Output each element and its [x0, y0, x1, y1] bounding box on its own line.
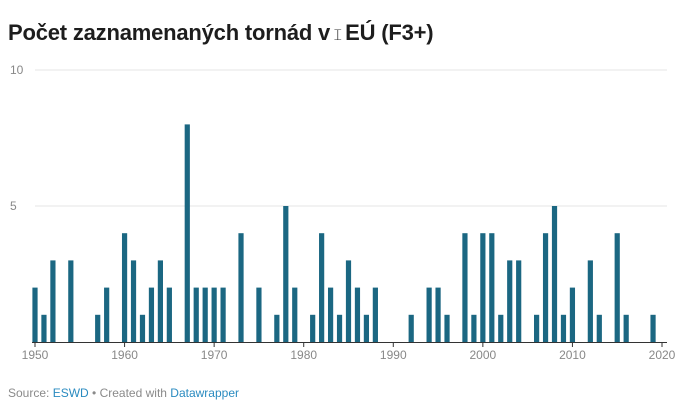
bar-1960 — [121, 233, 128, 342]
bar-1982 — [319, 233, 325, 342]
bar-2001 — [489, 233, 495, 342]
bar-1969 — [202, 287, 208, 342]
source-label: Source: — [8, 386, 50, 400]
bar-2007 — [542, 233, 549, 342]
bar-1975 — [256, 287, 262, 342]
bar-1967 — [184, 124, 190, 343]
bar-1996 — [444, 314, 450, 342]
bar-2013 — [596, 314, 602, 342]
bar-1951 — [41, 314, 47, 342]
chart-title: Počet zaznamenaných tornád v 𝙸EÚ (F3+) — [8, 20, 434, 46]
bar-2003 — [507, 260, 513, 342]
bar-1952 — [50, 260, 56, 342]
bar-1984 — [336, 314, 343, 342]
x-tick-label: 1950 — [22, 348, 49, 362]
bar-2012 — [587, 260, 593, 342]
chart-title-text-end: EÚ (F3+) — [345, 20, 434, 45]
axis-layer: 5 10 1950 1960 1970 1980 1990 2000 2010 2020 — [10, 63, 676, 362]
bar-1983 — [327, 287, 334, 342]
bar-1963 — [148, 287, 155, 342]
x-tick-label: 1980 — [290, 348, 317, 362]
bar-2000 — [480, 233, 486, 342]
chart-title-text: Počet zaznamenaných tornád v — [8, 20, 331, 45]
bar-1958 — [104, 287, 110, 342]
bar-1962 — [139, 314, 146, 342]
chart-footer: Source: ESWD • Created with Datawrapper — [8, 386, 239, 400]
x-tick-label: 2010 — [559, 348, 586, 362]
datawrapper-link[interactable]: Datawrapper — [170, 386, 239, 400]
source-link[interactable]: ESWD — [52, 386, 89, 400]
x-tick-label: 1970 — [201, 348, 228, 362]
bar-1978 — [283, 206, 289, 342]
bar-1950 — [32, 287, 38, 342]
bar-1988 — [372, 287, 378, 342]
bar-1986 — [354, 287, 361, 342]
bar-2015 — [614, 233, 620, 342]
x-tick-label: 1990 — [380, 348, 407, 362]
bar-2002 — [498, 314, 504, 342]
bar-1973 — [238, 233, 244, 342]
bars-layer — [32, 124, 656, 343]
x-tick-label: 1960 — [111, 348, 138, 362]
bar-2010 — [569, 287, 576, 342]
bar-1979 — [292, 287, 298, 342]
bar-1994 — [426, 287, 432, 342]
bar-2006 — [534, 314, 540, 342]
bar-2009 — [560, 314, 567, 342]
bar-chart: 5 10 1950 1960 1970 1980 1990 2000 2010 2020 — [10, 63, 676, 362]
bar-1965 — [166, 287, 172, 342]
bar-1977 — [274, 314, 280, 342]
bar-1995 — [435, 287, 441, 342]
bar-1971 — [220, 287, 226, 342]
bar-1964 — [157, 260, 163, 342]
bar-2008 — [551, 206, 558, 342]
bar-1957 — [95, 314, 101, 342]
bar-1999 — [471, 314, 477, 342]
bar-1981 — [310, 314, 316, 342]
bar-2019 — [650, 314, 656, 342]
bar-1992 — [408, 314, 414, 342]
bar-1998 — [462, 233, 468, 342]
bar-1954 — [68, 260, 74, 342]
text-cursor-icon: 𝙸 — [332, 27, 344, 44]
grid-layer — [35, 69, 667, 207]
y-tick-label: 10 — [10, 63, 24, 77]
y-tick-label: 5 — [10, 199, 17, 213]
x-tick-label: 2000 — [470, 348, 497, 362]
bar-1985 — [345, 260, 352, 342]
bar-1961 — [130, 260, 137, 342]
x-tick-label: 2020 — [649, 348, 676, 362]
bar-1970 — [211, 287, 217, 342]
created-with-label: • Created with — [92, 386, 167, 400]
bar-1968 — [193, 287, 199, 342]
bar-2016 — [623, 314, 629, 342]
bar-1987 — [363, 314, 370, 342]
bar-2004 — [516, 260, 522, 342]
